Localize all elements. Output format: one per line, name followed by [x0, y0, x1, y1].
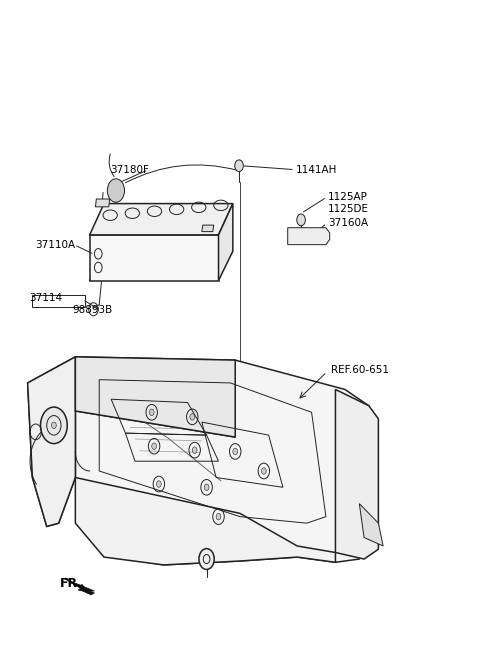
Text: FR.: FR.: [60, 577, 83, 590]
Text: 37110A: 37110A: [35, 240, 75, 250]
Circle shape: [149, 409, 154, 415]
Polygon shape: [75, 357, 235, 437]
Polygon shape: [90, 204, 233, 235]
Circle shape: [108, 179, 124, 202]
Text: 37114: 37114: [29, 293, 62, 303]
Circle shape: [216, 514, 221, 520]
Circle shape: [51, 422, 56, 428]
Circle shape: [297, 214, 305, 226]
Circle shape: [40, 407, 67, 443]
Text: 1141AH: 1141AH: [296, 164, 338, 175]
Polygon shape: [28, 357, 75, 527]
Circle shape: [204, 484, 209, 491]
Polygon shape: [288, 228, 330, 245]
Text: REF.60-651: REF.60-651: [331, 365, 389, 375]
Polygon shape: [75, 477, 336, 565]
Text: 1125AP: 1125AP: [328, 192, 368, 202]
Text: 37160A: 37160A: [328, 218, 369, 228]
Text: 37180F: 37180F: [110, 164, 149, 175]
Circle shape: [156, 481, 161, 487]
Circle shape: [152, 443, 156, 449]
Circle shape: [190, 413, 195, 420]
Polygon shape: [75, 583, 95, 595]
Polygon shape: [28, 357, 75, 527]
Circle shape: [233, 448, 238, 455]
Circle shape: [262, 468, 266, 474]
Text: 1125DE: 1125DE: [328, 204, 369, 214]
Polygon shape: [218, 204, 233, 280]
Polygon shape: [336, 390, 378, 559]
Polygon shape: [202, 225, 214, 232]
Circle shape: [235, 160, 243, 172]
Polygon shape: [90, 235, 218, 280]
Text: 98893B: 98893B: [72, 305, 112, 315]
Circle shape: [199, 549, 214, 569]
Polygon shape: [96, 199, 110, 207]
Polygon shape: [360, 504, 383, 546]
Circle shape: [192, 447, 197, 453]
Polygon shape: [75, 357, 369, 565]
